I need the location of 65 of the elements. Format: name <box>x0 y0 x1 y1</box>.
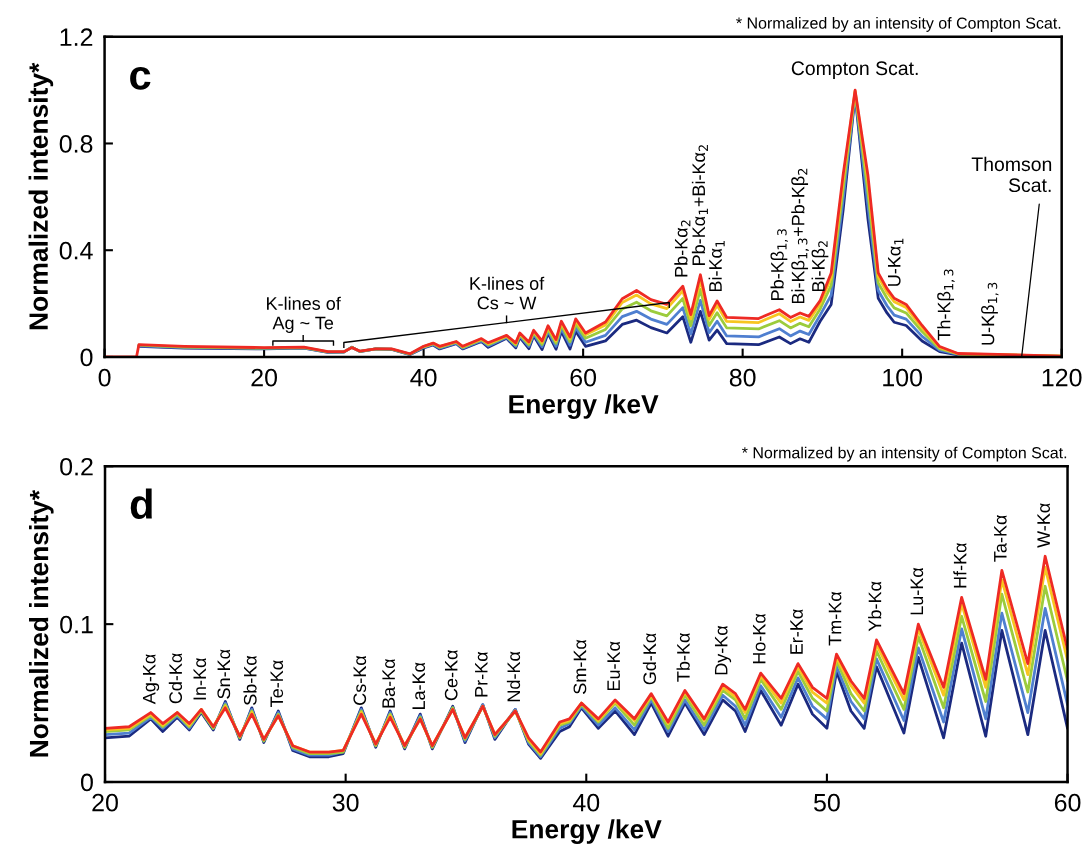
annotation: U-Kα$_{1}$ <box>887 238 904 286</box>
text: * Normalized by an intensity of Compton Scat. <box>742 446 1067 462</box>
text: * Normalized by an intensity of Compton Scat. <box>736 17 1061 32</box>
y-axis-title: Normalized intensity* <box>29 489 54 757</box>
annotation: Pr-Kα <box>475 651 488 697</box>
x-tick-label: 40 <box>410 368 437 387</box>
annotation: Sn-Kα <box>217 649 231 699</box>
annotation: Er-Kα <box>790 609 803 654</box>
annotation: Pb-Kβ$_{1,3}$ <box>770 229 788 300</box>
x-tick-label: 40 <box>572 793 600 812</box>
annotation: d <box>130 488 152 519</box>
annotation: Bi-Kβ$_{1,3}$+Pb-Kβ$_{2}$ <box>791 168 809 304</box>
annotation: c <box>130 66 151 90</box>
x-tick-label: 20 <box>251 368 278 387</box>
annotation: Dy-Kα <box>714 625 732 675</box>
annotation: Cs-Kα <box>353 655 367 705</box>
annotation: Sb-Kα <box>243 655 257 705</box>
annotation: Pb-Kα$_{1}$+Bi-Kα$_{2}$ <box>691 145 708 265</box>
y-tick-label: 1.2 <box>60 28 93 46</box>
x-axis-title: Energy /keV <box>509 394 659 419</box>
annotation: Te-Kα <box>270 660 284 707</box>
annotation: Hf-Kα <box>953 542 967 588</box>
annotation: Yb-Kα <box>868 581 882 632</box>
x-tick-label: 120 <box>1042 368 1082 387</box>
annotation: Bi-Kα$_{1}$ <box>708 241 725 292</box>
annotation: Eu-Kα <box>607 641 620 691</box>
annotation: U-Kβ$_{1,3}$ <box>981 282 999 345</box>
annotation: W-Kα <box>1037 503 1051 548</box>
y-tick-label: 0.8 <box>59 135 93 153</box>
y-axis-title: Normalized intensity* <box>28 62 54 330</box>
annotation: Ta-Kα <box>994 515 1007 562</box>
x-tick-label: 30 <box>332 793 359 812</box>
annotation: K-lines of Cs ~ W <box>470 276 545 310</box>
annotation: Ce-Kα <box>444 650 458 701</box>
y-tick-label: 0.2 <box>60 457 93 476</box>
annotation: Lu-Kα <box>910 567 924 615</box>
annotation: Compton Scat. <box>791 61 918 79</box>
annotation: Cd-Kα <box>168 653 183 704</box>
x-tick-label: 50 <box>814 793 840 812</box>
x-tick-label: 60 <box>570 368 597 387</box>
x-axis-title: Energy /keV <box>512 819 662 844</box>
annotation: Gd-Kα <box>642 633 657 685</box>
y-tick-label: 0.1 <box>60 615 93 634</box>
annotation: Ba-Kα <box>382 658 396 708</box>
x-tick-label: 0 <box>98 368 111 387</box>
annotation: Bi-Kβ$_{2}$ <box>811 241 829 292</box>
x-tick-label: 100 <box>883 368 923 387</box>
annotation: Sm-Kα <box>573 639 587 694</box>
y-tick-label: 0 <box>80 348 93 367</box>
annotation: Ag-Kα <box>142 654 160 705</box>
y-tick-label: 0.4 <box>59 241 93 260</box>
annotation: Tb-Kα <box>676 633 690 682</box>
annotation: Thomson Scat. <box>971 156 1052 193</box>
annotation: In-Kα <box>193 658 207 700</box>
annotation: Th-Kβ$_{1,3}$ <box>937 269 955 341</box>
annotation: Ho-Kα <box>752 613 766 664</box>
annotation: La-Kα <box>412 662 426 710</box>
y-tick-label: 0 <box>80 773 93 792</box>
annotation: Nd-Kα <box>506 651 521 702</box>
x-tick-label: 60 <box>1054 793 1081 812</box>
x-tick-label: 80 <box>729 368 756 387</box>
x-tick-label: 20 <box>92 793 118 812</box>
annotation: Pb-Kα$_{2}$ <box>674 220 691 277</box>
annotation: Tm-Kα <box>828 591 842 646</box>
annotation: K-lines of Ag ~ Te <box>267 296 341 333</box>
